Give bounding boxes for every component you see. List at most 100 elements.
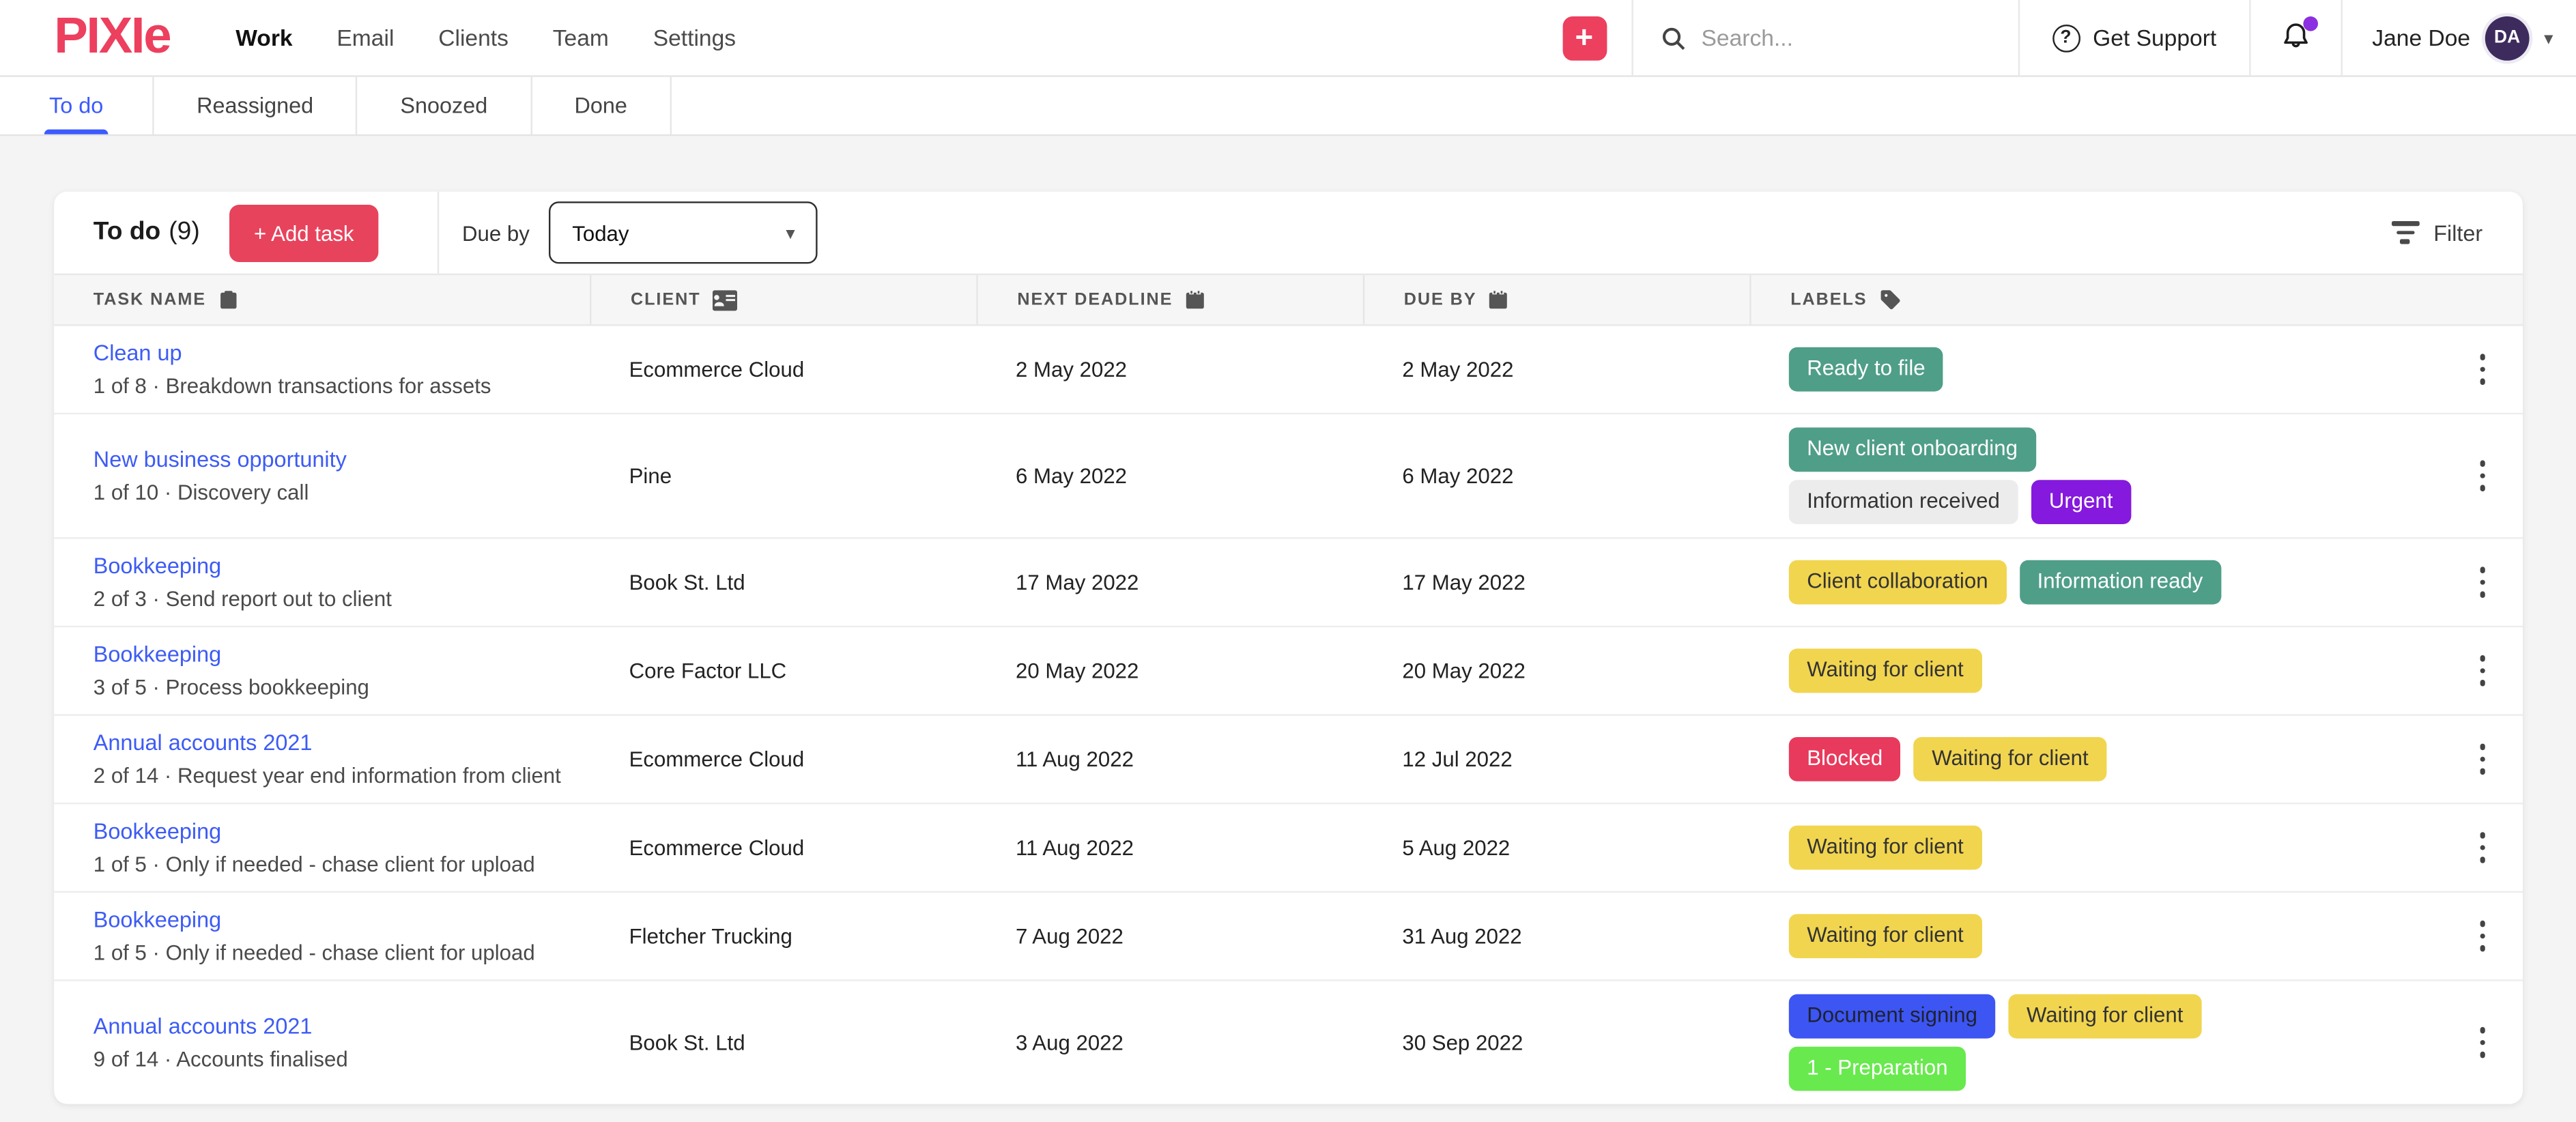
label-chip[interactable]: 1 - Preparation <box>1788 1046 1966 1091</box>
labels-cell: Document signing Waiting for client 1 - Pr… <box>1749 981 2443 1104</box>
nav-item-team[interactable]: Team <box>552 25 609 51</box>
label-chip[interactable]: Client collaboration <box>1788 560 2006 605</box>
kebab-icon <box>2470 450 2495 500</box>
label-chip[interactable]: Waiting for client <box>2008 994 2201 1039</box>
labels-cell: Ready to file <box>1749 334 2443 405</box>
label-chip[interactable]: Waiting for client <box>1788 825 1982 870</box>
caret-down-icon: ▾ <box>786 223 795 244</box>
notification-dot <box>2302 16 2317 31</box>
add-task-button[interactable]: + Add task <box>229 203 379 261</box>
next-deadline-cell: 11 Aug 2022 <box>1016 747 1134 772</box>
task-title-link[interactable]: Annual accounts 2021 <box>93 1013 313 1039</box>
task-title-link[interactable]: New business opportunity <box>93 447 347 472</box>
nav-item-settings[interactable]: Settings <box>653 25 736 51</box>
kebab-icon <box>2470 822 2495 872</box>
due-by-cell: 2 May 2022 <box>1402 357 1514 382</box>
kebab-icon <box>2470 734 2495 784</box>
tab-snoozed[interactable]: Snoozed <box>358 76 532 134</box>
tab-reassigned[interactable]: Reassigned <box>154 76 358 134</box>
label-chip[interactable]: Document signing <box>1788 994 1996 1039</box>
due-by-select[interactable]: Today ▾ <box>549 201 818 264</box>
labels-cell: Waiting for client <box>1749 635 2443 706</box>
task-cell: Bookkeeping 1 of 5 · Only if needed - cha… <box>54 804 590 891</box>
column-actions <box>2444 275 2522 324</box>
nav-item-work[interactable]: Work <box>235 25 293 51</box>
label-chip[interactable]: New client onboarding <box>1788 427 2036 472</box>
column-labels: LABELS <box>1749 275 2443 325</box>
calendar-icon <box>1184 288 1205 311</box>
task-title-link[interactable]: Bookkeeping <box>93 553 222 578</box>
row-menu-button[interactable] <box>2444 893 2522 979</box>
row-menu-button[interactable] <box>2444 414 2522 537</box>
label-chip[interactable]: Ready to file <box>1788 347 1944 392</box>
next-deadline-cell: 3 Aug 2022 <box>1016 1030 1124 1055</box>
tag-icon <box>1878 288 1902 311</box>
task-subtitle: 9 of 14 · Accounts finalised <box>93 1046 348 1071</box>
due-by-cell: 31 Aug 2022 <box>1402 923 1522 949</box>
quick-add-button[interactable]: + <box>1562 15 1607 60</box>
notifications-button[interactable] <box>2249 0 2341 76</box>
label-chip[interactable]: Waiting for client <box>1788 648 1982 693</box>
row-menu-button[interactable] <box>2444 627 2522 714</box>
column-next-deadline: NEXT DEADLINE <box>976 275 1362 325</box>
label-chip[interactable]: Information received <box>1788 480 2018 524</box>
due-by-cell: 5 Aug 2022 <box>1402 835 1511 860</box>
labels-cell: Blocked Waiting for client <box>1749 724 2443 794</box>
client-cell: Ecommerce Cloud <box>629 357 805 382</box>
table-row: New business opportunity 1 of 10 · Discov… <box>54 414 2522 539</box>
filter-button[interactable]: Filter <box>2390 220 2482 245</box>
nav-item-email[interactable]: Email <box>337 25 395 51</box>
label-line: Client collaboration Information ready <box>1788 560 2444 605</box>
label-chip[interactable]: Waiting for client <box>1913 736 2107 781</box>
task-title-link[interactable]: Clean up <box>93 341 182 366</box>
task-title-link[interactable]: Bookkeeping <box>93 907 222 932</box>
row-menu-button[interactable] <box>2444 716 2522 803</box>
task-title-link[interactable]: Annual accounts 2021 <box>93 730 313 756</box>
task-subtitle: 1 of 10 · Discovery call <box>93 480 309 505</box>
filter-icon <box>2390 221 2419 244</box>
label-line: 1 - Preparation <box>1788 1046 2444 1091</box>
client-card-icon <box>712 289 737 311</box>
task-cell: Bookkeeping 2 of 3 · Send report out to c… <box>54 538 590 625</box>
due-by-label: Due by <box>461 220 530 245</box>
get-support-button[interactable]: ? Get Support <box>2017 0 2250 76</box>
task-subtitle: 2 of 14 · Request year end information f… <box>93 763 561 788</box>
panel-header: To do (9) + Add task Due by Today ▾ Filt… <box>54 191 2522 274</box>
label-line: New client onboarding <box>1788 427 2444 472</box>
row-menu-button[interactable] <box>2444 538 2522 625</box>
due-by-value: Today <box>572 220 629 245</box>
task-table-body: Clean up 1 of 8 · Breakdown transactions … <box>54 326 2522 1104</box>
label-chip[interactable]: Blocked <box>1788 736 1901 781</box>
due-by-cell: 6 May 2022 <box>1402 463 1514 489</box>
label-chip[interactable]: Waiting for client <box>1788 913 1982 958</box>
calendar-icon <box>1488 288 1509 311</box>
task-title-link[interactable]: Bookkeeping <box>93 642 222 667</box>
todo-panel: To do (9) + Add task Due by Today ▾ Filt… <box>54 191 2522 1104</box>
row-menu-button[interactable] <box>2444 804 2522 891</box>
tab-done[interactable]: Done <box>532 76 672 134</box>
table-row: Annual accounts 2021 2 of 14 · Request ye… <box>54 716 2522 805</box>
user-menu[interactable]: Jane Doe DA ▾ <box>2341 0 2576 76</box>
task-title-link[interactable]: Bookkeeping <box>93 818 222 844</box>
client-cell: Fletcher Trucking <box>629 923 792 949</box>
row-menu-button[interactable] <box>2444 981 2522 1104</box>
nav-item-clients[interactable]: Clients <box>438 25 509 51</box>
divider <box>437 191 440 274</box>
label-chip[interactable]: Urgent <box>2031 480 2131 524</box>
column-client: CLIENT <box>590 275 976 325</box>
top-bar: PIXIe Work Email Clients Team Settings +… <box>0 0 2576 77</box>
view-tabs: To do Reassigned Snoozed Done <box>0 76 2576 136</box>
search-input[interactable] <box>1701 25 1992 51</box>
label-line: Waiting for client <box>1788 648 2444 693</box>
due-by-cell: 17 May 2022 <box>1402 569 1526 594</box>
table-row: Bookkeeping 2 of 3 · Send report out to c… <box>54 538 2522 627</box>
label-chip[interactable]: Information ready <box>2019 560 2221 605</box>
task-cell: Annual accounts 2021 2 of 14 · Request ye… <box>54 716 590 803</box>
client-cell: Ecommerce Cloud <box>629 747 805 772</box>
kebab-icon <box>2470 1018 2495 1067</box>
next-deadline-cell: 11 Aug 2022 <box>1016 835 1134 860</box>
label-line: Document signing Waiting for client <box>1788 994 2444 1039</box>
task-cell: Bookkeeping 1 of 5 · Only if needed - cha… <box>54 893 590 979</box>
row-menu-button[interactable] <box>2444 326 2522 413</box>
tab-todo[interactable]: To do <box>0 76 154 134</box>
